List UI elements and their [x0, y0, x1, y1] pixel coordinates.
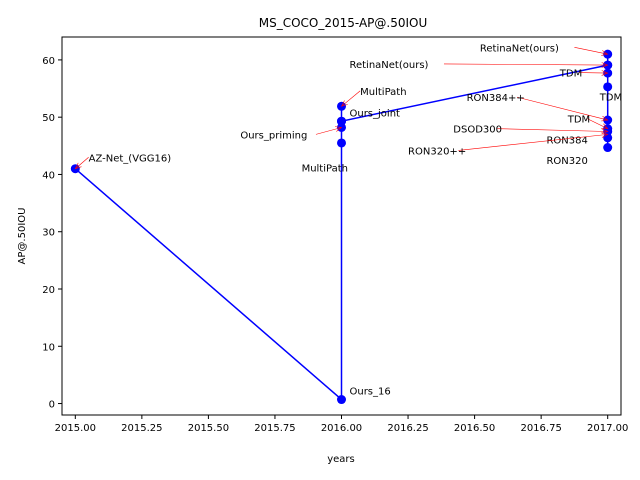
y-tick-label: 0 — [49, 400, 55, 411]
annotation-label: Ours_joint — [349, 109, 400, 120]
annotation-arrow — [578, 72, 608, 74]
annotation-label: MultiPath — [302, 164, 348, 175]
annotation-label: TDM — [567, 114, 590, 125]
annotation-label: TDM — [559, 69, 582, 80]
x-tick-label: 2016.50 — [454, 423, 495, 434]
y-tick-label: 30 — [42, 228, 55, 239]
x-axis-label: years — [327, 454, 355, 465]
annotation-arrow — [516, 96, 608, 121]
y-tick-label: 20 — [42, 285, 55, 296]
x-tick-label: 2015.00 — [55, 423, 96, 434]
annotation-arrow — [458, 134, 608, 151]
plot-frame — [61, 36, 622, 416]
x-tick-label: 2016.75 — [520, 423, 561, 434]
annotation-label: RON384 — [546, 136, 587, 147]
annotation-label: RON320 — [546, 156, 587, 167]
data-point — [337, 395, 346, 405]
x-tick-label: 2016.25 — [387, 423, 428, 434]
annotation-arrowhead — [601, 62, 609, 68]
annotation-label: MultiPath — [360, 87, 406, 98]
annotation-arrowhead — [601, 123, 609, 129]
annotation-label: DSOD300 — [453, 125, 502, 136]
annotation-label: Ours_16 — [349, 386, 390, 397]
y-tick-label: 10 — [42, 342, 55, 353]
annotation-arrowhead — [601, 132, 609, 138]
y-tick-label: 40 — [42, 170, 55, 181]
annotation-label: TDM — [599, 93, 622, 104]
annotation-arrowhead — [74, 162, 82, 170]
annotation-arrow — [315, 127, 342, 135]
annotation-label: RetinaNet(ours) — [349, 60, 428, 71]
annotation-arrow — [574, 47, 608, 55]
annotation-label: RetinaNet(ours) — [480, 43, 559, 54]
annotation-label: AZ-Net_(VGG16) — [89, 153, 172, 164]
x-tick-label: 2015.50 — [188, 423, 229, 434]
x-tick-label: 2016.00 — [321, 423, 362, 434]
annotation-arrow — [341, 90, 361, 107]
annotation-arrow — [443, 63, 608, 66]
data-point — [603, 143, 613, 153]
y-tick-label: 60 — [42, 56, 55, 67]
data-point — [603, 82, 613, 92]
y-axis-label: AP@.50IOU — [17, 208, 28, 265]
annotation-arrow — [497, 128, 608, 132]
x-tick-label: 2017.00 — [587, 423, 628, 434]
annotation-arrowhead — [335, 126, 343, 132]
data-point — [337, 138, 346, 148]
x-tick-label: 2015.75 — [254, 423, 295, 434]
x-tick-label: 2015.25 — [121, 423, 162, 434]
y-tick-label: 50 — [42, 113, 55, 124]
annotation-arrowhead — [601, 70, 609, 76]
annotation-arrowhead — [601, 115, 609, 122]
annotation-label: RON384++ — [467, 93, 525, 104]
annotation-label: RON320++ — [408, 146, 466, 157]
chart-title: MS_COCO_2015-AP@.50IOU — [259, 16, 428, 30]
annotation-arrowhead — [340, 100, 348, 107]
annotation-label: Ours_priming — [240, 130, 307, 141]
plot-area: 2015.00 2015.25 2015.50 2015.75 2016.00 2016.… — [42, 43, 628, 434]
annotation-arrow — [586, 118, 608, 129]
annotation-arrow — [75, 157, 89, 169]
data-point — [337, 116, 346, 126]
annotation-arrowhead — [601, 50, 609, 56]
